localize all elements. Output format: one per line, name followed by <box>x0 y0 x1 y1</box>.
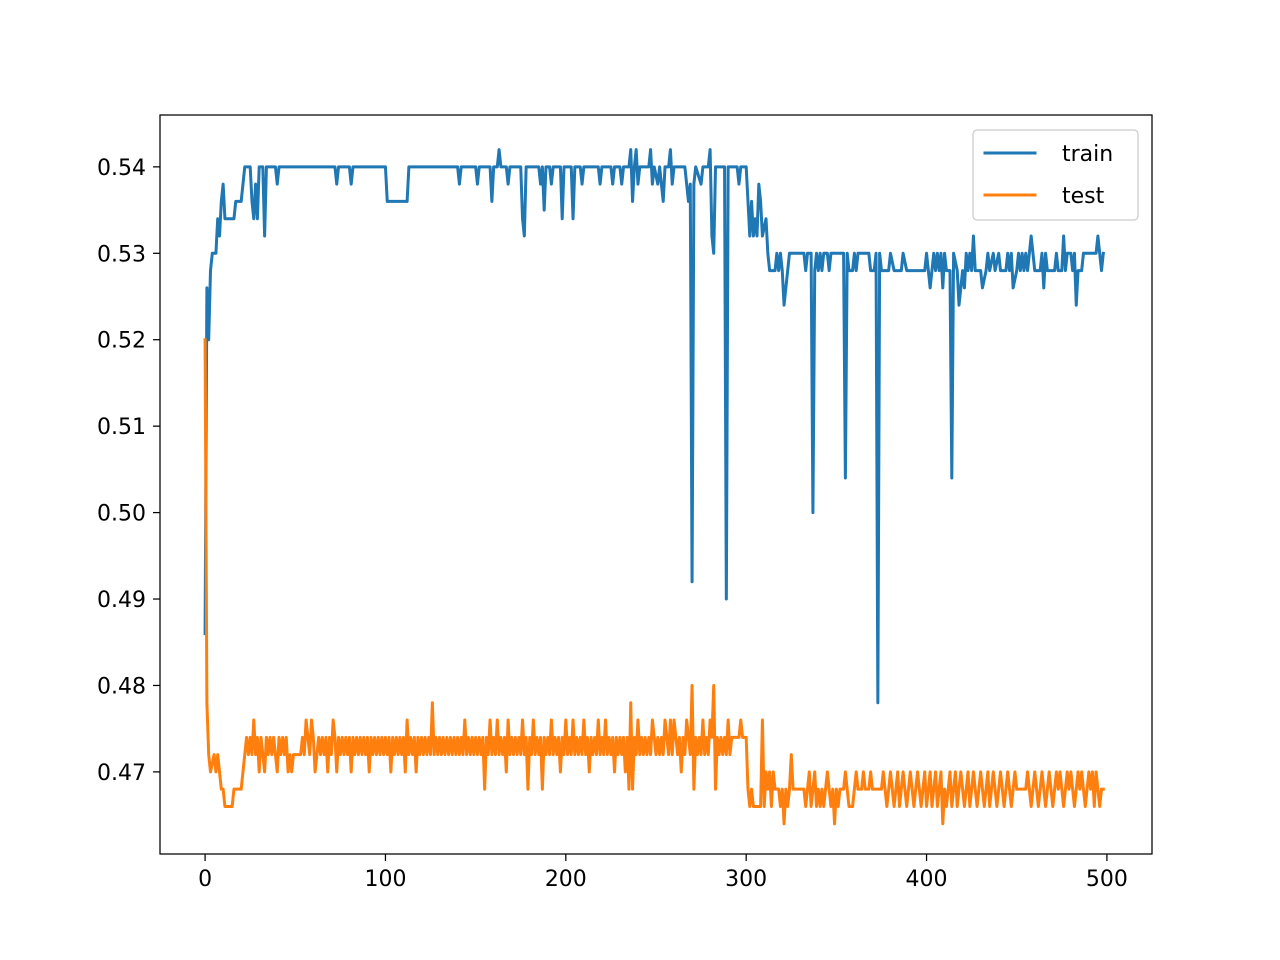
x-tick-label: 400 <box>906 867 948 892</box>
y-tick-label: 0.49 <box>97 588 146 613</box>
series-line-test <box>203 338 1105 826</box>
y-tick-label: 0.47 <box>97 761 146 786</box>
y-tick-label: 0.51 <box>97 415 146 440</box>
legend-label-test: test <box>1062 184 1105 209</box>
legend: train test <box>972 129 1139 221</box>
x-tick-label: 300 <box>725 867 767 892</box>
y-tick-label: 0.54 <box>97 156 146 181</box>
legend-box <box>972 129 1139 221</box>
plot-frame <box>159 114 1153 855</box>
y-tick-label: 0.53 <box>97 242 146 267</box>
y-tick-label: 0.50 <box>97 502 146 527</box>
x-tick-label: 200 <box>545 867 587 892</box>
legend-label-train: train <box>1062 142 1113 167</box>
x-tick-label: 100 <box>364 867 406 892</box>
series-layer <box>203 148 1105 826</box>
x-tick-label: 0 <box>198 867 212 892</box>
y-tick-label: 0.52 <box>97 329 146 354</box>
series-line-train <box>203 148 1105 705</box>
x-tick-label: 500 <box>1086 867 1128 892</box>
y-tick-label: 0.48 <box>97 674 146 699</box>
y-axis: 0.47 0.48 0.49 0.50 0.51 0.52 0.53 0.54 <box>97 156 160 786</box>
x-axis: 0 100 200 300 400 500 <box>198 854 1128 892</box>
